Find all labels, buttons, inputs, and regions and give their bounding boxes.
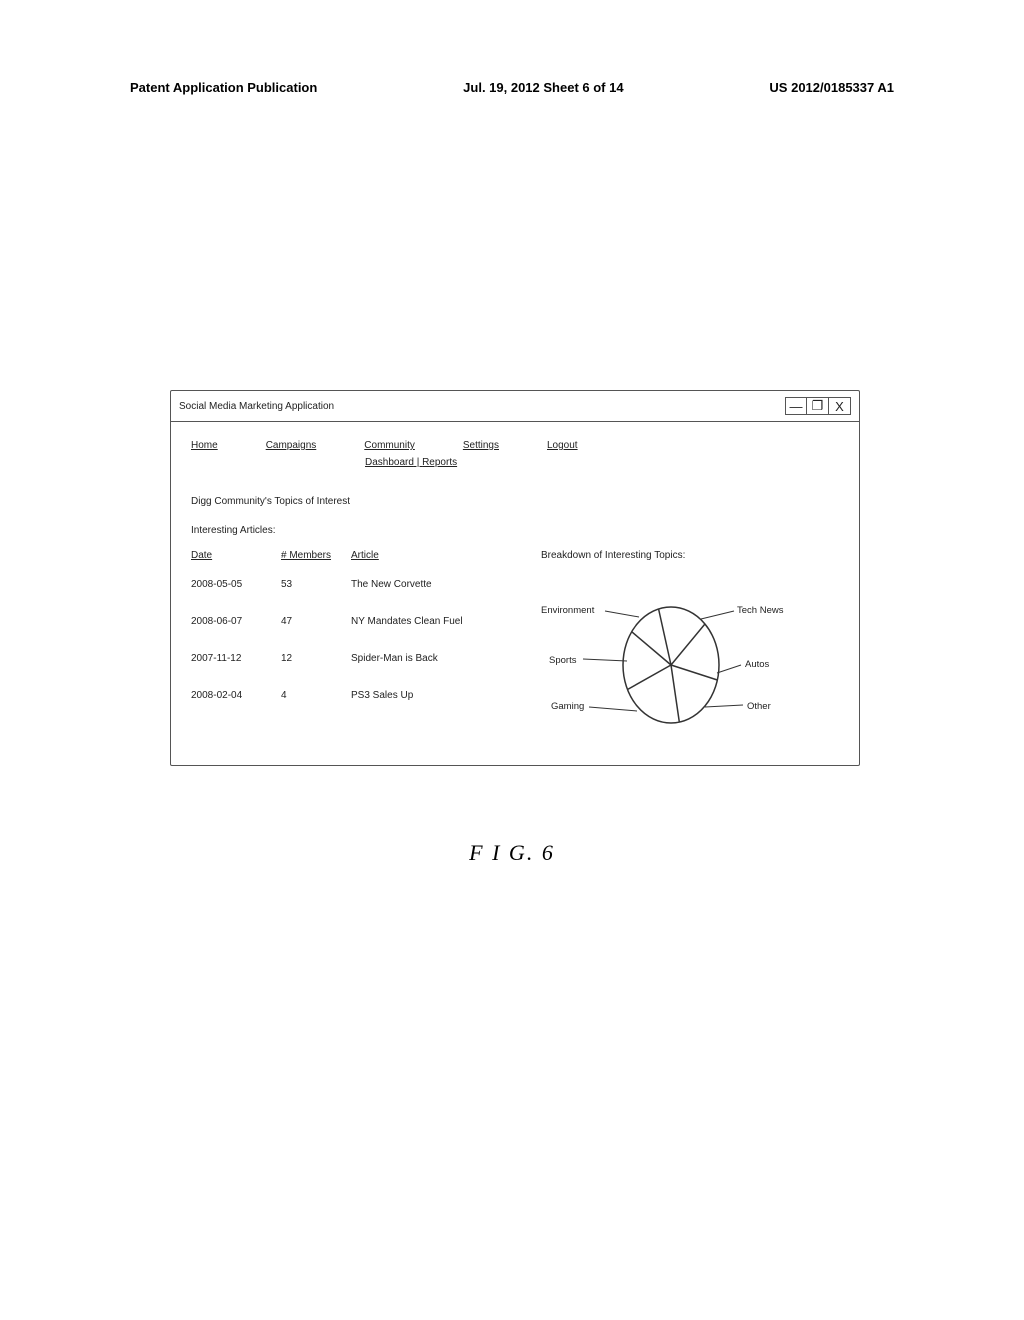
- subnav-separator: |: [414, 457, 422, 468]
- pie-slice-label: Autos: [745, 659, 769, 670]
- cell-article: Spider-Man is Back: [351, 653, 511, 664]
- nav-home[interactable]: Home: [191, 440, 218, 451]
- table-row: 2008-06-0747NY Mandates Clean Fuel: [191, 616, 511, 627]
- publication-label: Patent Application Publication: [130, 80, 317, 95]
- articles-table: Date # Members Article 2008-05-0553The N…: [191, 550, 511, 743]
- nav-community[interactable]: Community: [364, 440, 415, 451]
- cell-article: The New Corvette: [351, 579, 511, 590]
- close-button[interactable]: X: [829, 397, 851, 415]
- pie-slice-label: Tech News: [737, 605, 783, 616]
- cell-date: 2008-02-04: [191, 690, 281, 701]
- sheet-label: Jul. 19, 2012 Sheet 6 of 14: [463, 80, 623, 95]
- pie-slice-label: Environment: [541, 605, 594, 616]
- cell-date: 2007-11-12: [191, 653, 281, 664]
- secondary-nav: Dashboard | Reports: [365, 457, 839, 468]
- nav-settings[interactable]: Settings: [463, 440, 499, 451]
- topics-chart: Breakdown of Interesting Topics: Environ…: [541, 550, 839, 743]
- pie-slice-label: Sports: [549, 655, 576, 666]
- pie-chart: Environment Tech News Sports Autos Gaming Oth…: [541, 573, 791, 743]
- minimize-button[interactable]: —: [785, 397, 807, 415]
- subnav-dashboard[interactable]: Dashboard: [365, 457, 414, 468]
- nav-logout[interactable]: Logout: [547, 440, 578, 451]
- window-controls: — ❐ X: [785, 397, 851, 415]
- col-header-date[interactable]: Date: [191, 550, 281, 561]
- app-window: Social Media Marketing Application — ❐ X…: [170, 390, 860, 766]
- page-header: Patent Application Publication Jul. 19, …: [0, 80, 1024, 95]
- chart-title: Breakdown of Interesting Topics:: [541, 550, 839, 561]
- col-header-members[interactable]: # Members: [281, 550, 351, 561]
- col-header-article[interactable]: Article: [351, 550, 511, 561]
- table-header: Date # Members Article: [191, 550, 511, 561]
- cell-members: 47: [281, 616, 351, 627]
- primary-nav: Home Campaigns Community Settings Logout: [191, 440, 839, 451]
- cell-date: 2008-05-05: [191, 579, 281, 590]
- cell-members: 12: [281, 653, 351, 664]
- cell-date: 2008-06-07: [191, 616, 281, 627]
- cell-article: PS3 Sales Up: [351, 690, 511, 701]
- cell-members: 53: [281, 579, 351, 590]
- section-title: Digg Community's Topics of Interest: [191, 496, 839, 507]
- section-subtitle: Interesting Articles:: [191, 525, 839, 536]
- maximize-button[interactable]: ❐: [807, 397, 829, 415]
- window-titlebar: Social Media Marketing Application — ❐ X: [171, 391, 859, 422]
- table-row: 2008-05-0553The New Corvette: [191, 579, 511, 590]
- cell-article: NY Mandates Clean Fuel: [351, 616, 511, 627]
- content-row: Date # Members Article 2008-05-0553The N…: [191, 550, 839, 743]
- table-row: 2007-11-1212Spider-Man is Back: [191, 653, 511, 664]
- subnav-reports[interactable]: Reports: [422, 457, 457, 468]
- cell-members: 4: [281, 690, 351, 701]
- nav-campaigns[interactable]: Campaigns: [266, 440, 317, 451]
- pie-slice-label: Other: [747, 701, 771, 712]
- pie-svg: [541, 573, 791, 743]
- pie-slice-label: Gaming: [551, 701, 584, 712]
- window-body: Home Campaigns Community Settings Logout…: [171, 422, 859, 765]
- figure-caption: F I G. 6: [0, 840, 1024, 866]
- window-title: Social Media Marketing Application: [179, 401, 334, 412]
- publication-number: US 2012/0185337 A1: [769, 80, 894, 95]
- table-row: 2008-02-044PS3 Sales Up: [191, 690, 511, 701]
- figure-area: Social Media Marketing Application — ❐ X…: [170, 390, 860, 766]
